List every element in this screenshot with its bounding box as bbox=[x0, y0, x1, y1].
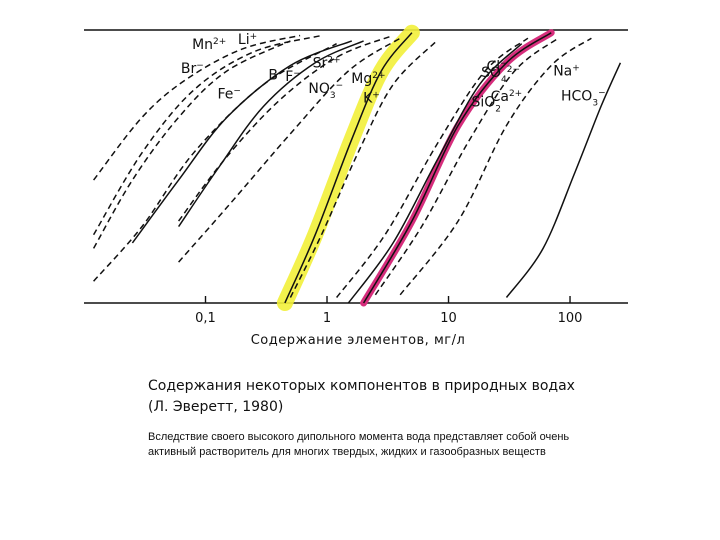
series-label-hco3: HCO3− bbox=[561, 88, 606, 108]
series-curves bbox=[92, 32, 622, 304]
series-line-li bbox=[92, 34, 322, 236]
series-label-cl: Cl− bbox=[487, 59, 508, 75]
slide-body-text: Вследствие своего высокого дипольного мо… bbox=[148, 431, 570, 458]
series-label-li: Li+ bbox=[238, 32, 257, 48]
series-label-so42: SO42− bbox=[481, 65, 520, 85]
x-tick-label-0-1: 0,1 bbox=[195, 311, 216, 326]
x-tick-label-10: 10 bbox=[440, 311, 457, 326]
series-line-cl bbox=[362, 32, 552, 304]
series-label-br: Br− bbox=[181, 61, 204, 77]
series-label-sr2: Sr2+ bbox=[313, 55, 341, 71]
series-line-fe bbox=[93, 43, 337, 282]
series-label-na: Na+ bbox=[553, 64, 580, 80]
slide-title: Содержания некоторых компонентов в приро… bbox=[148, 378, 575, 415]
series-line-mn2 bbox=[93, 34, 301, 181]
series-line-k bbox=[289, 40, 438, 298]
series-label-no3: NO3− bbox=[308, 81, 343, 101]
series-label-b: B bbox=[268, 68, 278, 84]
series-label-k: K+ bbox=[363, 91, 380, 107]
series-line-br bbox=[92, 40, 291, 249]
series-line-mg2 bbox=[284, 32, 413, 304]
series-line-hco3 bbox=[505, 62, 622, 298]
x-axis-label: Содержание элементов, мг/л bbox=[251, 333, 466, 348]
series-line-na bbox=[399, 37, 592, 296]
series-line-f bbox=[177, 40, 364, 228]
series-label-f: F− bbox=[285, 69, 301, 85]
plot-frame bbox=[84, 29, 628, 304]
x-tick-label-100: 100 bbox=[558, 311, 583, 326]
series-line-no3 bbox=[178, 37, 401, 263]
series-line-sr2 bbox=[177, 34, 394, 222]
series-label-mg2: Mg2+ bbox=[351, 71, 385, 87]
series-label-mn2: Mn2+ bbox=[192, 37, 226, 53]
series-label-sio2: SiO2 bbox=[472, 95, 502, 115]
x-axis-ticks: 0,1 1 10 100 bbox=[195, 296, 582, 326]
series-line-sio2 bbox=[347, 43, 523, 304]
highlight-magenta-cl bbox=[360, 29, 555, 307]
x-tick-label-1: 1 bbox=[323, 311, 331, 326]
series-line-ca2 bbox=[374, 37, 559, 296]
series-label-fe: Fe− bbox=[218, 87, 241, 103]
series-label-ca2: Ca2+ bbox=[491, 89, 523, 105]
series-line-so42 bbox=[336, 37, 529, 298]
